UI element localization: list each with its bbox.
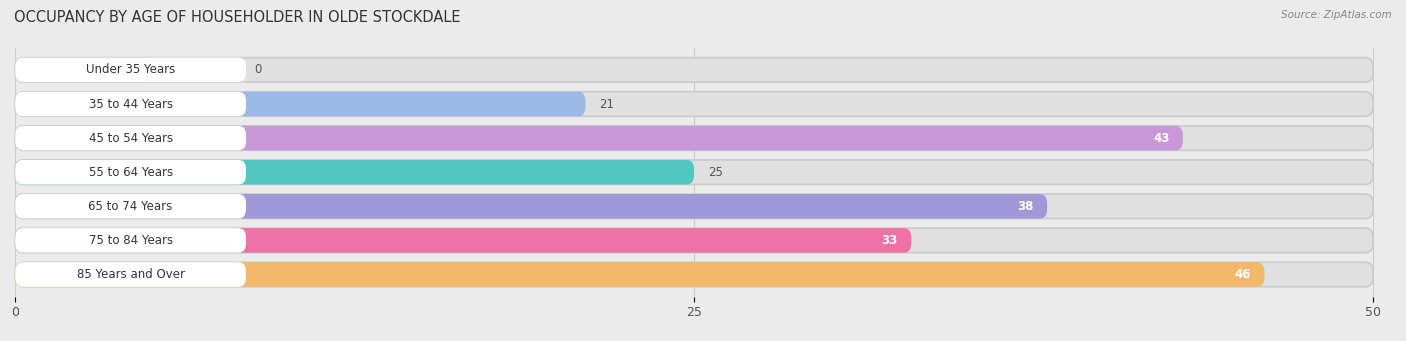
Text: Source: ZipAtlas.com: Source: ZipAtlas.com [1281, 10, 1392, 20]
Text: 25: 25 [707, 166, 723, 179]
FancyBboxPatch shape [15, 58, 1374, 82]
FancyBboxPatch shape [15, 126, 246, 150]
Text: 21: 21 [599, 98, 614, 110]
Text: 65 to 74 Years: 65 to 74 Years [89, 200, 173, 213]
FancyBboxPatch shape [15, 228, 911, 253]
Text: 46: 46 [1234, 268, 1251, 281]
FancyBboxPatch shape [15, 92, 585, 116]
Text: 43: 43 [1153, 132, 1170, 145]
FancyBboxPatch shape [15, 58, 246, 82]
Text: 85 Years and Over: 85 Years and Over [76, 268, 184, 281]
FancyBboxPatch shape [15, 228, 246, 253]
FancyBboxPatch shape [15, 262, 1374, 287]
Text: 0: 0 [254, 63, 262, 76]
FancyBboxPatch shape [15, 262, 1264, 287]
Text: 45 to 54 Years: 45 to 54 Years [89, 132, 173, 145]
Text: 33: 33 [882, 234, 898, 247]
FancyBboxPatch shape [15, 262, 246, 287]
FancyBboxPatch shape [15, 228, 1374, 253]
Text: Under 35 Years: Under 35 Years [86, 63, 176, 76]
FancyBboxPatch shape [15, 160, 1374, 184]
FancyBboxPatch shape [15, 126, 1182, 150]
FancyBboxPatch shape [15, 160, 695, 184]
Text: 55 to 64 Years: 55 to 64 Years [89, 166, 173, 179]
Text: OCCUPANCY BY AGE OF HOUSEHOLDER IN OLDE STOCKDALE: OCCUPANCY BY AGE OF HOUSEHOLDER IN OLDE … [14, 10, 461, 25]
FancyBboxPatch shape [15, 58, 153, 82]
Text: 35 to 44 Years: 35 to 44 Years [89, 98, 173, 110]
FancyBboxPatch shape [15, 160, 246, 184]
FancyBboxPatch shape [15, 194, 1047, 219]
Text: 75 to 84 Years: 75 to 84 Years [89, 234, 173, 247]
FancyBboxPatch shape [15, 194, 246, 219]
FancyBboxPatch shape [15, 194, 1374, 219]
FancyBboxPatch shape [15, 92, 1374, 116]
FancyBboxPatch shape [15, 92, 246, 116]
Text: 38: 38 [1017, 200, 1033, 213]
FancyBboxPatch shape [15, 126, 1374, 150]
